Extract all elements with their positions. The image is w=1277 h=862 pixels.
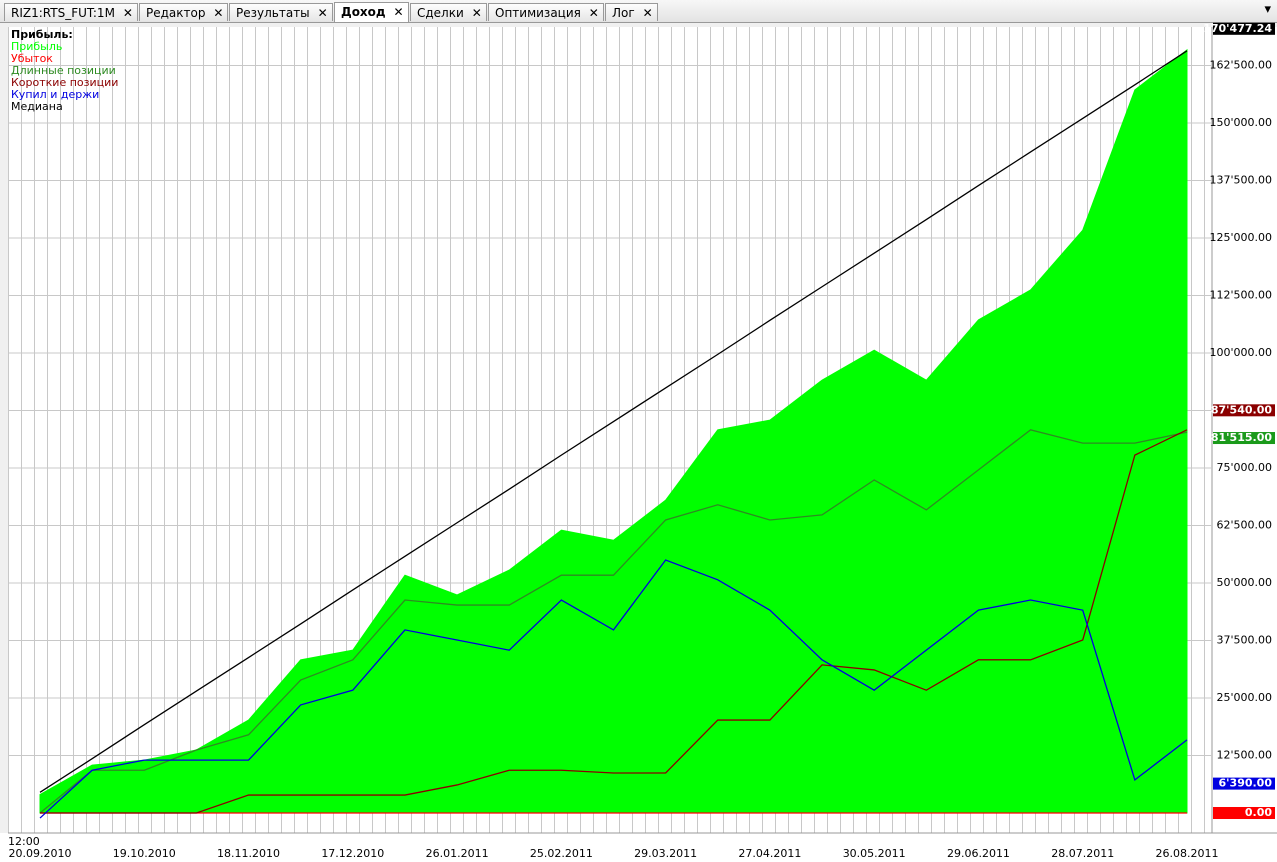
value-label: 6'390.00 <box>1219 777 1273 790</box>
y-tick-label: 137'500.00 <box>1209 174 1272 187</box>
chart: Прибыль: 12:00 12'500.00 25'000.00 37'500.… <box>0 22 1277 862</box>
y-tick-label: 25'000.00 <box>1216 691 1272 704</box>
time-label: 12:00 <box>8 835 40 848</box>
close-button[interactable]: ✕ <box>642 6 653 20</box>
tab[interactable]: Результаты ✕ <box>229 3 333 21</box>
y-tick-label: 150'000.00 <box>1209 116 1272 129</box>
close-button[interactable]: ✕ <box>471 6 482 20</box>
x-tick-label: 29.03.2011 <box>634 847 697 860</box>
legend-entry: Короткие позиции <box>11 76 118 89</box>
tab-label: Результаты <box>236 6 310 20</box>
legend-entry: Длинные позиции <box>11 64 116 77</box>
y-tick-label: 112'500.00 <box>1209 289 1272 302</box>
y-tick-label: 12'500.00 <box>1216 748 1272 761</box>
x-tick-label: 25.02.2011 <box>530 847 593 860</box>
area <box>39 48 1188 814</box>
line <box>39 429 1188 814</box>
tab-label: RIZ1:RTS_FUT:1M <box>11 6 115 20</box>
legend-entry: Купил и держи <box>11 88 99 101</box>
line <box>39 559 1188 819</box>
y-tick-label: 162'500.00 <box>1209 59 1272 72</box>
x-axis-area <box>0 833 1277 862</box>
legend-title: Прибыль: <box>11 28 73 41</box>
legend-entry: Прибыль <box>11 40 62 53</box>
x-tick-label: 29.06.2011 <box>947 847 1010 860</box>
tab[interactable]: RIZ1:RTS_FUT:1M ✕ <box>4 3 138 21</box>
tab-menu[interactable]: ▾ <box>1264 2 1271 17</box>
value-label: 87'540.00 <box>1211 403 1272 416</box>
value-label-bg <box>1213 404 1275 417</box>
close-button[interactable]: ✕ <box>213 6 224 20</box>
x-tick-label: 20.09.2010 <box>9 847 72 860</box>
tab[interactable]: Сделки ✕ <box>410 3 487 21</box>
tab[interactable]: Оптимизация ✕ <box>488 3 604 21</box>
value-label: 81'515.00 <box>1211 431 1272 444</box>
y-tick-label: 75'000.00 <box>1216 461 1272 474</box>
tab-label: Оптимизация <box>495 6 581 20</box>
close-button[interactable]: ✕ <box>317 6 328 20</box>
tab[interactable]: Редактор ✕ <box>139 3 229 21</box>
close-button[interactable]: ✕ <box>122 6 133 20</box>
y-axis-area <box>1212 27 1277 833</box>
x-tick-label: 26.01.2011 <box>426 847 489 860</box>
legend-entry: Медиана <box>11 100 63 113</box>
legend-entry: Убыток <box>11 52 53 65</box>
y-tick-label: 100'000.00 <box>1209 346 1272 359</box>
y-tick-label: 37'500.00 <box>1216 633 1272 646</box>
value-label-bg <box>1213 432 1275 445</box>
value-label-bg <box>1213 806 1275 819</box>
x-tick-label: 30.05.2011 <box>843 847 906 860</box>
line <box>40 429 1188 814</box>
y-tick-label: 62'500.00 <box>1216 519 1272 532</box>
tab-label: Сделки <box>417 6 464 20</box>
x-tick-label: 18.11.2010 <box>217 847 280 860</box>
x-tick-label: 27.04.2011 <box>738 847 801 860</box>
y-tick-label: 50'000.00 <box>1216 576 1272 589</box>
tab-label: Лог <box>612 6 635 20</box>
x-tick-label: 28.07.2011 <box>1051 847 1114 860</box>
tab[interactable]: Доход ✕ <box>334 2 409 22</box>
close-button[interactable]: ✕ <box>588 6 599 20</box>
value-label-bg <box>1213 22 1275 35</box>
tab-bar: RIZ1:RTS_FUT:1M ✕ Редактор ✕ Результаты ✕ Дохо… <box>0 0 1277 23</box>
value-label: 0.00 <box>1245 806 1272 819</box>
x-tick-label: 26.08.2011 <box>1156 847 1219 860</box>
line <box>39 50 1188 793</box>
tab-label: Доход <box>341 5 386 19</box>
x-tick-label: 17.12.2010 <box>321 847 384 860</box>
close-button[interactable]: ✕ <box>393 5 404 19</box>
tab[interactable]: Лог ✕ <box>605 3 658 21</box>
x-tick-label: 19.10.2010 <box>113 847 176 860</box>
tab-label: Редактор <box>146 6 206 20</box>
value-label: 170'477.24 <box>1203 22 1272 35</box>
y-tick-label: 125'000.00 <box>1209 231 1272 244</box>
value-label-bg <box>1213 777 1275 790</box>
